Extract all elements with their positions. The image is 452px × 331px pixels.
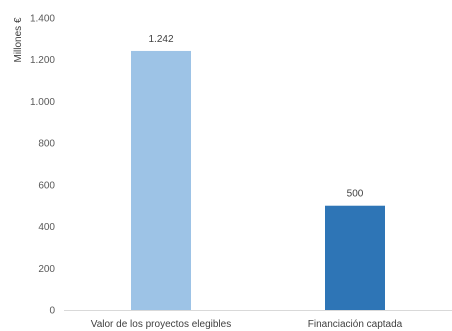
- bar-value-label: 1.242: [148, 34, 173, 45]
- y-tick-label: 0: [49, 306, 55, 317]
- y-tick-label: 200: [38, 264, 55, 275]
- y-tick-label: 1.200: [30, 55, 55, 66]
- y-tick-label: 1.000: [30, 97, 55, 108]
- y-axis-title: Millones €: [13, 17, 24, 62]
- category-label: Financiación captada: [308, 319, 403, 330]
- y-tick-label: 600: [38, 180, 55, 191]
- bar-value-label: 500: [347, 189, 364, 200]
- y-tick-label: 1.400: [30, 14, 55, 25]
- y-tick-label: 800: [38, 139, 55, 150]
- bar: [131, 50, 191, 310]
- category-label: Valor de los proyectos elegibles: [91, 319, 231, 330]
- y-axis-ticks: 0 200 400 600 800 1.000 1.200 1.400: [30, 14, 55, 317]
- bar: [325, 205, 385, 310]
- x-axis-categories: Valor de los proyectos elegibles Financia…: [91, 319, 403, 330]
- bars: 1.242 500: [131, 34, 385, 310]
- y-tick-label: 400: [38, 222, 55, 233]
